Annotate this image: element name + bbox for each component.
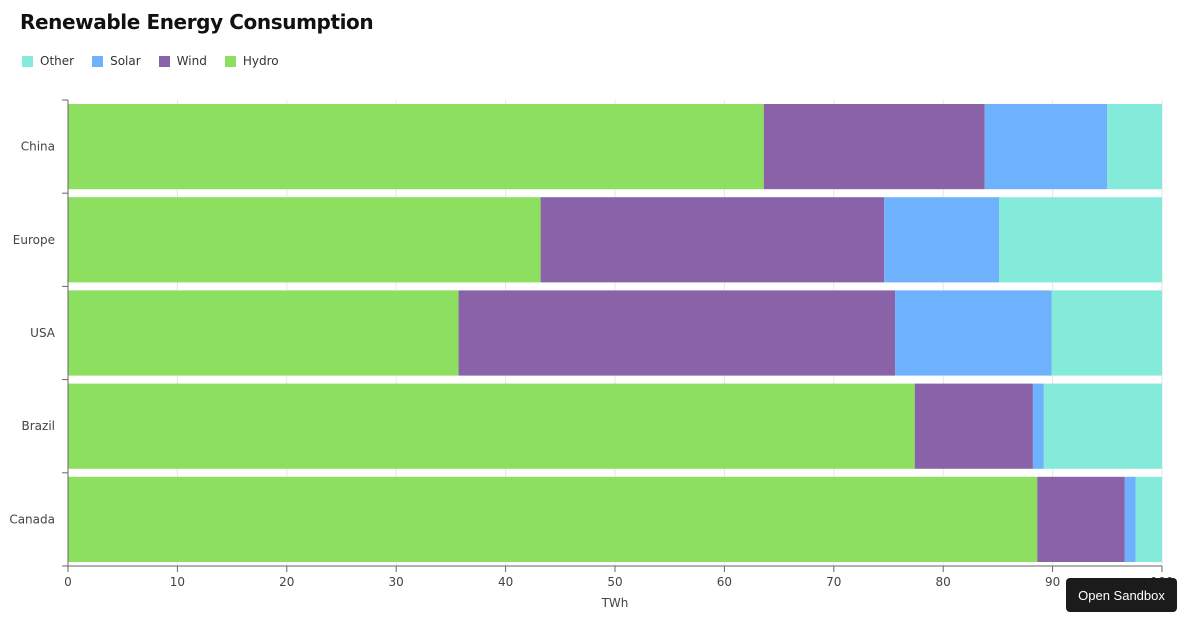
y-tick-label: Europe [13, 233, 55, 247]
y-tick-label: Brazil [22, 419, 56, 433]
bar-segment[interactable] [763, 104, 985, 190]
bar-segment[interactable] [458, 290, 896, 376]
x-tick-label: 10 [170, 575, 185, 589]
legend-swatch-solar [92, 55, 104, 67]
x-axis-title: TWh [601, 596, 629, 610]
legend-item-hydro[interactable]: Hydro [224, 54, 279, 68]
x-tick-label: 70 [826, 575, 841, 589]
bar-segment[interactable] [1135, 476, 1162, 562]
x-tick-label: 30 [389, 575, 404, 589]
legend-swatch-other [22, 55, 33, 67]
y-tick-label: USA [30, 326, 56, 340]
x-tick-label: 0 [64, 575, 72, 589]
bar-segment[interactable] [1037, 476, 1125, 562]
x-tick-label: 20 [279, 575, 294, 589]
bar-segment[interactable] [68, 476, 1038, 562]
bar-segment[interactable] [1032, 383, 1044, 469]
bar-segment[interactable] [68, 104, 764, 190]
legend-swatch-hydro [224, 55, 236, 67]
bar-segment[interactable] [68, 197, 541, 283]
x-tick-label: 50 [607, 575, 622, 589]
bar-segment[interactable] [1051, 290, 1162, 376]
legend-item-other[interactable]: Other [22, 54, 74, 68]
legend-item-wind[interactable]: Wind [158, 54, 207, 68]
bar-segment[interactable] [68, 290, 459, 376]
x-tick-label: 60 [717, 575, 732, 589]
bar-segment[interactable] [1107, 104, 1162, 190]
bar-segment[interactable] [884, 197, 999, 283]
legend-label-solar: Solar [110, 54, 141, 68]
bar-segment[interactable] [1124, 476, 1136, 562]
bar-segment[interactable] [984, 104, 1108, 190]
bar-segment[interactable] [914, 383, 1033, 469]
x-tick-label: 80 [936, 575, 951, 589]
open-sandbox-button[interactable]: Open Sandbox [1066, 578, 1177, 612]
y-tick-label: China [21, 140, 55, 154]
legend-swatch-wind [158, 55, 170, 67]
bar-segment[interactable] [1043, 383, 1162, 469]
bar-segment[interactable] [540, 197, 885, 283]
legend-label-wind: Wind [176, 54, 207, 68]
x-tick-label: 40 [498, 575, 513, 589]
legend-label-other: Other [40, 54, 75, 68]
y-tick-label: Canada [9, 512, 55, 526]
chart-legend: Other Solar Wind Hydro [22, 54, 279, 68]
x-tick-label: 90 [1045, 575, 1060, 589]
bar-segment[interactable] [895, 290, 1052, 376]
legend-label-hydro: Hydro [242, 54, 279, 68]
chart-title: Renewable Energy Consumption [20, 10, 374, 34]
bar-segment[interactable] [998, 197, 1162, 283]
bar-segment[interactable] [68, 383, 915, 469]
legend-item-solar[interactable]: Solar [92, 54, 141, 68]
